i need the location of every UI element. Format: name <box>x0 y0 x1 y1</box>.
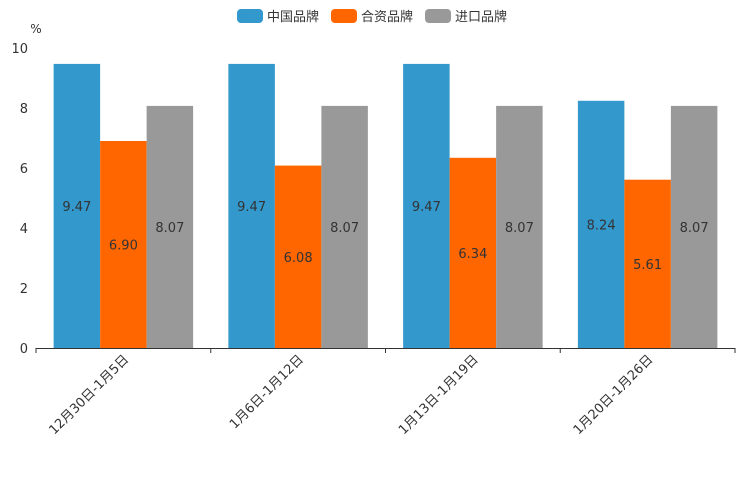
y-tick-label: 4 <box>20 222 28 237</box>
bar <box>146 105 194 349</box>
legend-item-china-brand[interactable]: 中国品牌 <box>236 6 319 25</box>
bar <box>670 105 718 349</box>
x-tick-label: 12月30日-1月5日 <box>46 352 132 438</box>
x-tick-label: 1月20日-1月26日 <box>571 352 657 438</box>
bar-value-label: 8.24 <box>587 218 616 233</box>
legend-swatch-imported-brand <box>425 8 451 23</box>
legend: 中国品牌 合资品牌 进口品牌 <box>0 6 744 25</box>
y-tick-label: 8 <box>20 102 28 117</box>
bar-value-label: 8.07 <box>505 221 534 236</box>
bar-value-label: 9.47 <box>412 200 441 215</box>
bar <box>53 63 101 349</box>
bar <box>321 105 368 349</box>
legend-label-imported-brand: 进口品牌 <box>455 10 508 25</box>
y-tick-label: 6 <box>20 162 28 177</box>
bar-value-label: 8.07 <box>155 221 184 236</box>
bar-value-label: 8.07 <box>330 221 359 236</box>
x-tick-label: 1月13日-1月19日 <box>396 352 482 438</box>
y-tick-label: 2 <box>20 282 28 297</box>
bar <box>449 157 497 348</box>
y-tick-label: 0 <box>20 342 28 357</box>
bars-group: 9.47 6.90 8.07 9.47 6.08 8.07 9.47 6.34 8.07 8.24… <box>53 63 718 349</box>
bar-value-label: 9.47 <box>62 200 91 215</box>
bar <box>624 179 671 348</box>
bar <box>403 63 450 349</box>
bar <box>228 63 275 349</box>
bar-value-label: 6.90 <box>109 239 138 254</box>
y-tick-label: 10 <box>11 42 28 57</box>
bar <box>274 165 322 348</box>
legend-swatch-china-brand <box>236 8 263 23</box>
bar <box>496 105 543 349</box>
legend-item-imported-brand[interactable]: 进口品牌 <box>425 6 507 25</box>
bar-value-label: 9.47 <box>237 200 266 215</box>
legend-label-china-brand: 中国品牌 <box>266 10 319 25</box>
bar <box>100 141 147 348</box>
bar-value-label: 6.08 <box>284 251 313 266</box>
x-tick-label: 1月6日-1月12日 <box>227 352 307 432</box>
bar <box>577 100 625 348</box>
y-axis-unit-label: % <box>30 22 41 36</box>
legend-swatch-joint-venture-brand <box>330 8 357 23</box>
bar-value-label: 8.07 <box>680 221 709 236</box>
bar-value-label: 5.61 <box>633 258 662 273</box>
legend-item-joint-venture-brand[interactable]: 合资品牌 <box>330 6 413 25</box>
bar-value-label: 6.34 <box>458 247 487 262</box>
legend-label-joint-venture-brand: 合资品牌 <box>360 10 413 25</box>
